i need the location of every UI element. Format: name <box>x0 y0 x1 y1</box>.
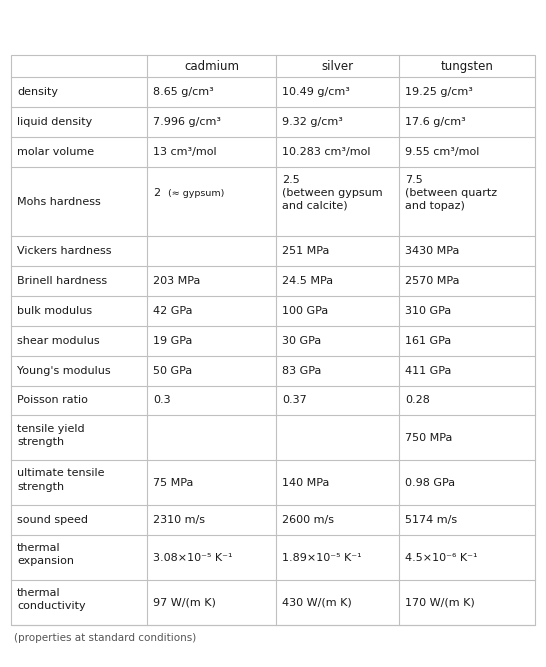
Text: 17.6 g/cm³: 17.6 g/cm³ <box>405 117 466 127</box>
Text: Poisson ratio: Poisson ratio <box>17 396 88 406</box>
Text: 161 GPa: 161 GPa <box>405 336 452 346</box>
Text: 2600 m/s: 2600 m/s <box>282 515 334 525</box>
Text: liquid density: liquid density <box>17 117 92 127</box>
Text: 750 MPa: 750 MPa <box>405 433 453 443</box>
Text: Vickers hardness: Vickers hardness <box>17 246 112 256</box>
Text: 4.5×10⁻⁶ K⁻¹: 4.5×10⁻⁶ K⁻¹ <box>405 552 478 562</box>
Text: thermal
conductivity: thermal conductivity <box>17 588 86 611</box>
Text: tungsten: tungsten <box>441 59 494 73</box>
Text: 2310 m/s: 2310 m/s <box>153 515 205 525</box>
Text: 5174 m/s: 5174 m/s <box>405 515 457 525</box>
Text: 0.98 GPa: 0.98 GPa <box>405 478 455 488</box>
Text: 310 GPa: 310 GPa <box>405 305 452 315</box>
Text: 19 GPa: 19 GPa <box>153 336 193 346</box>
Text: 411 GPa: 411 GPa <box>405 366 452 376</box>
Text: 9.55 cm³/mol: 9.55 cm³/mol <box>405 147 479 157</box>
Text: Young's modulus: Young's modulus <box>17 366 111 376</box>
Text: 50 GPa: 50 GPa <box>153 366 193 376</box>
Text: 42 GPa: 42 GPa <box>153 305 193 315</box>
Text: 0.37: 0.37 <box>282 396 307 406</box>
Text: ultimate tensile
strength: ultimate tensile strength <box>17 468 105 492</box>
Text: density: density <box>17 87 58 97</box>
Bar <box>11 55 535 625</box>
Text: 7.5
(between quartz
and topaz): 7.5 (between quartz and topaz) <box>405 175 497 211</box>
Text: 140 MPa: 140 MPa <box>282 478 329 488</box>
Text: 170 W/(m K): 170 W/(m K) <box>405 598 475 608</box>
Text: bulk modulus: bulk modulus <box>17 305 92 315</box>
Text: thermal
expansion: thermal expansion <box>17 543 74 566</box>
Text: 75 MPa: 75 MPa <box>153 478 194 488</box>
Text: 9.32 g/cm³: 9.32 g/cm³ <box>282 117 343 127</box>
Text: 8.65 g/cm³: 8.65 g/cm³ <box>153 87 214 97</box>
Text: (properties at standard conditions): (properties at standard conditions) <box>14 632 196 642</box>
Text: cadmium: cadmium <box>184 59 239 73</box>
Text: 2.5
(between gypsum
and calcite): 2.5 (between gypsum and calcite) <box>282 175 383 211</box>
Text: (≈ gypsum): (≈ gypsum) <box>168 189 224 198</box>
Text: 83 GPa: 83 GPa <box>282 366 321 376</box>
Text: 13 cm³/mol: 13 cm³/mol <box>153 147 217 157</box>
Text: silver: silver <box>321 59 353 73</box>
Text: Brinell hardness: Brinell hardness <box>17 276 108 286</box>
Text: 100 GPa: 100 GPa <box>282 305 328 315</box>
Text: 10.283 cm³/mol: 10.283 cm³/mol <box>282 147 370 157</box>
Text: 97 W/(m K): 97 W/(m K) <box>153 598 216 608</box>
Text: 30 GPa: 30 GPa <box>282 336 321 346</box>
Text: 203 MPa: 203 MPa <box>153 276 201 286</box>
Text: 3.08×10⁻⁵ K⁻¹: 3.08×10⁻⁵ K⁻¹ <box>153 552 233 562</box>
Text: sound speed: sound speed <box>17 515 88 525</box>
Text: 2: 2 <box>153 188 161 198</box>
Text: 19.25 g/cm³: 19.25 g/cm³ <box>405 87 473 97</box>
Text: molar volume: molar volume <box>17 147 94 157</box>
Text: 0.3: 0.3 <box>153 396 171 406</box>
Text: 24.5 MPa: 24.5 MPa <box>282 276 333 286</box>
Text: 2570 MPa: 2570 MPa <box>405 276 460 286</box>
Text: shear modulus: shear modulus <box>17 336 100 346</box>
Text: Mohs hardness: Mohs hardness <box>17 197 101 207</box>
Text: 3430 MPa: 3430 MPa <box>405 246 460 256</box>
Text: 430 W/(m K): 430 W/(m K) <box>282 598 352 608</box>
Text: 7.996 g/cm³: 7.996 g/cm³ <box>153 117 222 127</box>
Text: 0.28: 0.28 <box>405 396 430 406</box>
Text: tensile yield
strength: tensile yield strength <box>17 424 85 447</box>
Text: 251 MPa: 251 MPa <box>282 246 329 256</box>
Text: 10.49 g/cm³: 10.49 g/cm³ <box>282 87 350 97</box>
Text: 1.89×10⁻⁵ K⁻¹: 1.89×10⁻⁵ K⁻¹ <box>282 552 361 562</box>
